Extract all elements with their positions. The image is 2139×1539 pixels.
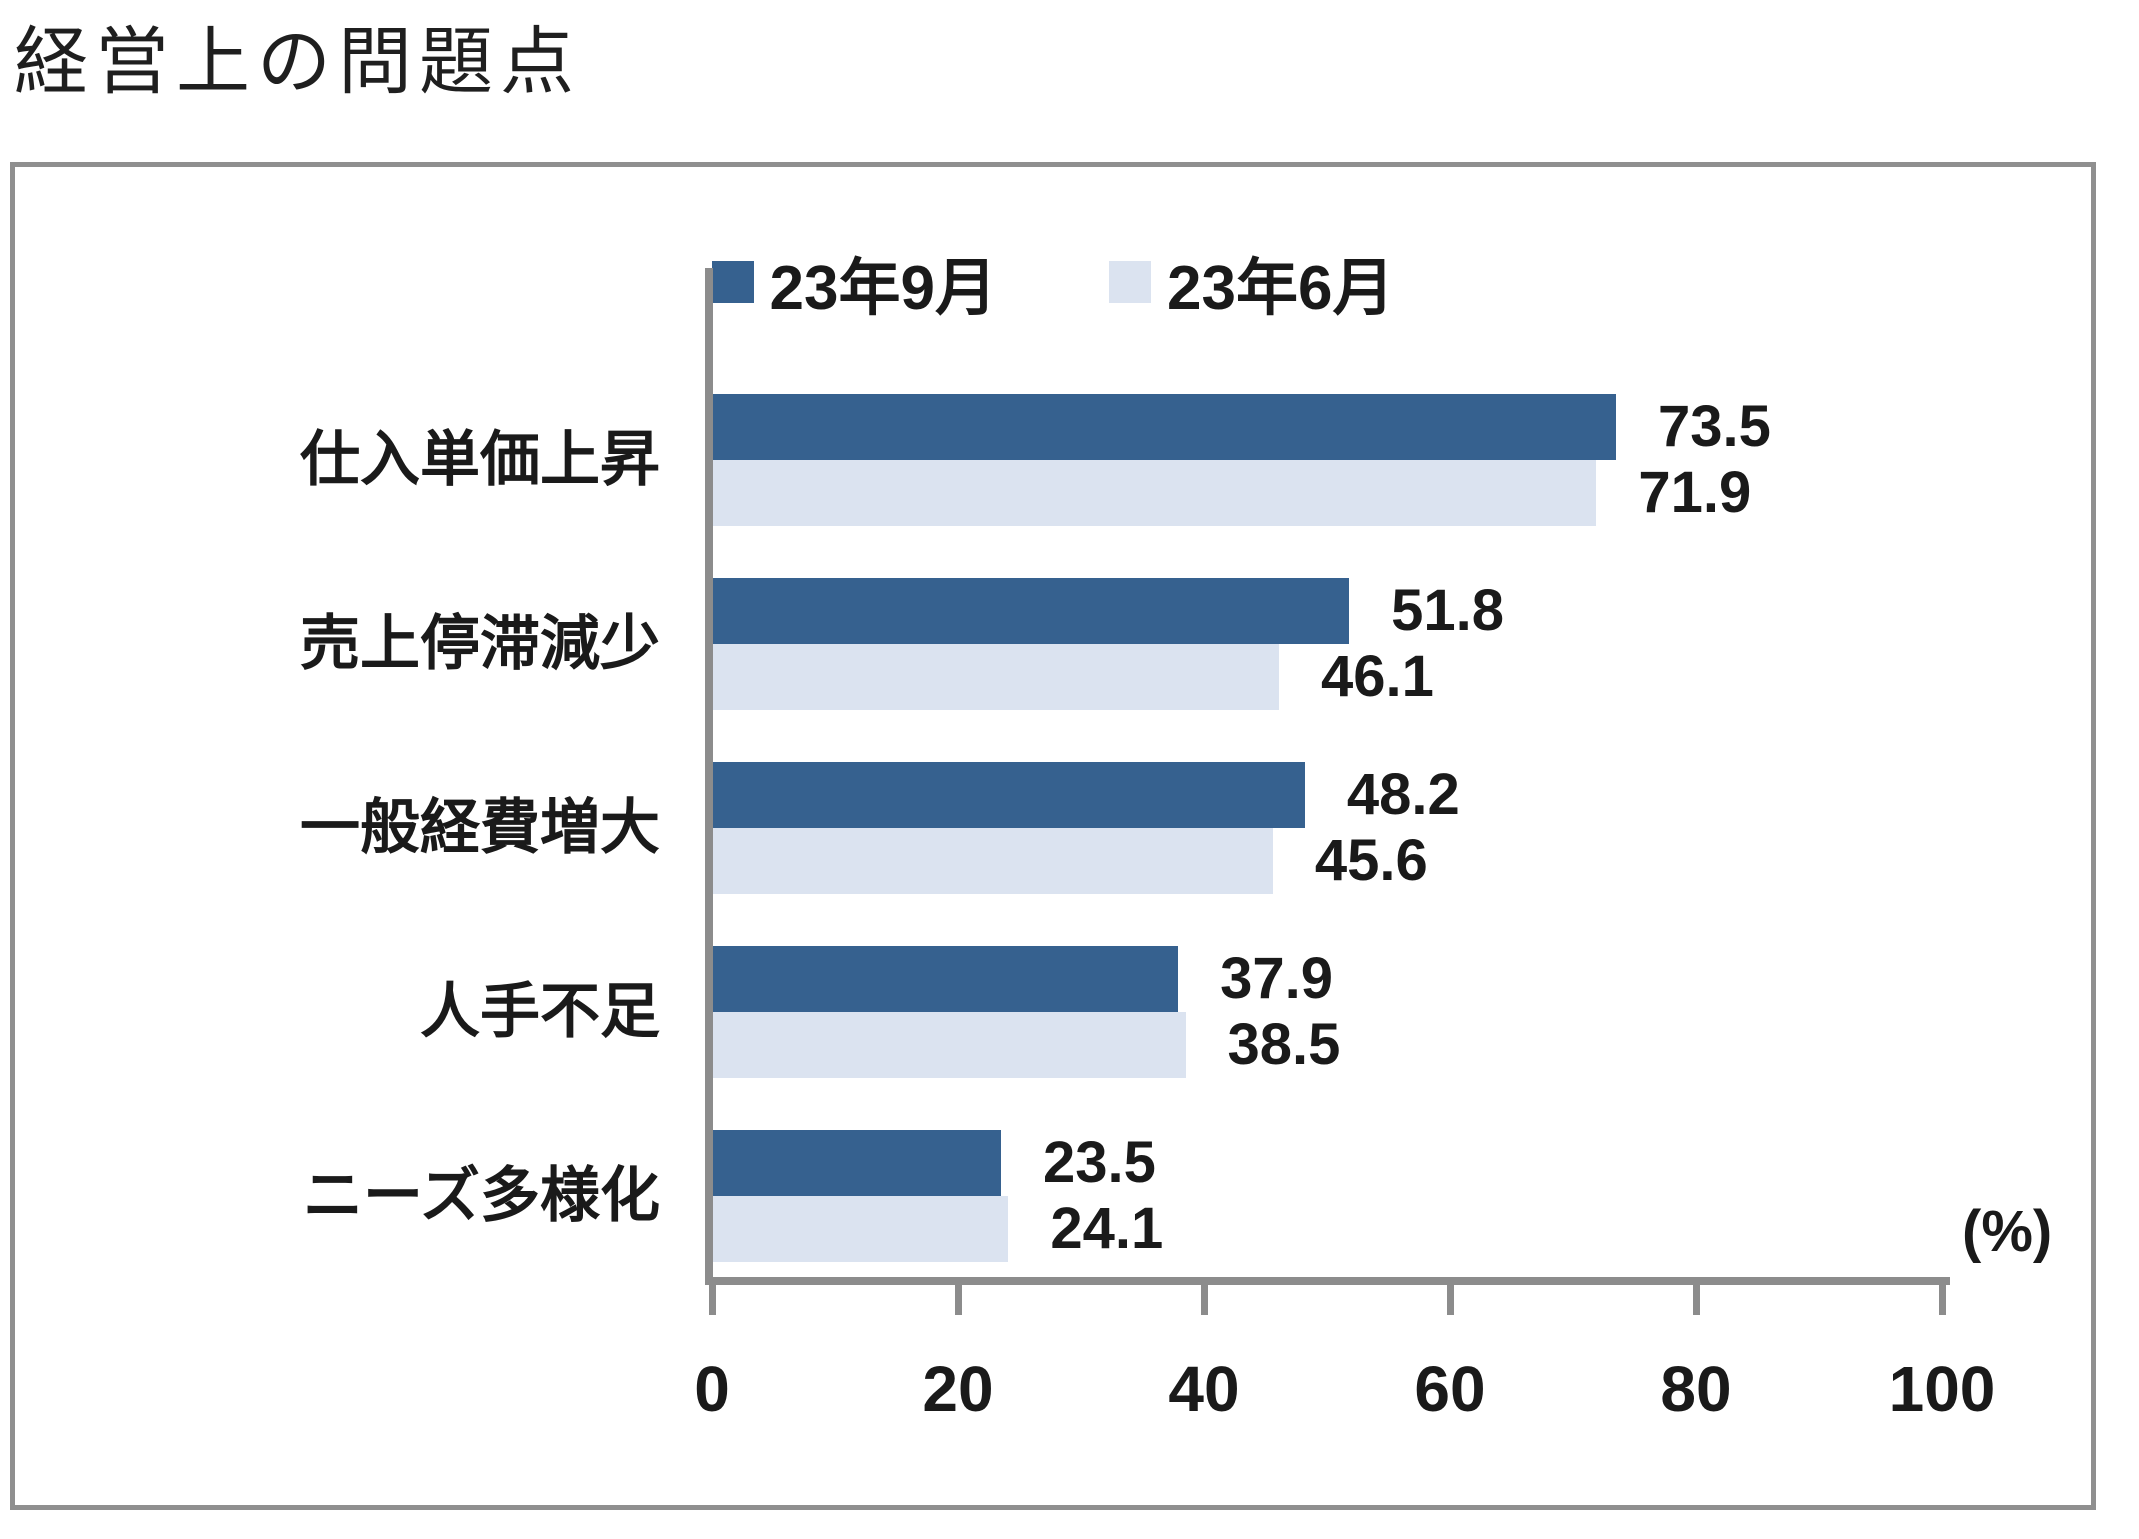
x-axis-tick	[1447, 1277, 1454, 1315]
bar-current	[712, 762, 1305, 828]
value-label: 23.5	[1043, 1130, 1156, 1195]
category-label: 売上停滞減少	[300, 610, 660, 677]
x-tick-label: 100	[1888, 1353, 1996, 1425]
legend-item: 23年9月	[711, 237, 997, 327]
x-tick-label: 80	[1660, 1353, 1732, 1425]
category-label: 仕入単価上昇	[300, 426, 660, 493]
chart-title: 経営上の問題点	[14, 20, 581, 103]
value-label: 24.1	[1050, 1196, 1164, 1261]
bar-previous	[712, 1012, 1186, 1078]
bar-previous	[712, 1196, 1009, 1262]
x-axis-tick	[1939, 1277, 1946, 1315]
value-label: 51.8	[1391, 578, 1505, 643]
x-tick-label: 60	[1414, 1353, 1486, 1425]
x-axis-tick	[709, 1277, 716, 1315]
value-label: 48.2	[1346, 762, 1460, 827]
category-label: 一般経費増大	[300, 794, 660, 861]
value-label: 38.5	[1227, 1012, 1341, 1077]
value-label: 73.5	[1658, 394, 1771, 459]
bar-current	[712, 578, 1350, 644]
value-label: 45.6	[1314, 828, 1428, 893]
category-label: 人手不足	[420, 978, 660, 1045]
legend-swatch-icon	[1109, 261, 1151, 303]
x-tick-label: 40	[1168, 1353, 1240, 1425]
legend-label: 23年9月	[769, 254, 997, 323]
bar-previous	[712, 644, 1280, 710]
bar-current	[712, 394, 1617, 460]
bar-current	[712, 946, 1179, 1012]
legend-item: 23年6月	[1109, 237, 1394, 327]
axis-unit-label: (%)	[1962, 1199, 2053, 1264]
category-label: ニーズ多様化	[303, 1162, 660, 1229]
value-label: 71.9	[1638, 460, 1752, 525]
bar-previous	[712, 460, 1597, 526]
legend-swatch-icon	[711, 261, 754, 303]
legend: 23年9月 23年6月	[10, 240, 2096, 324]
x-tick-label: 0	[694, 1353, 730, 1425]
bar-current	[712, 1130, 1002, 1196]
y-axis-line	[705, 268, 713, 1285]
x-axis-line	[705, 1277, 1950, 1285]
legend-label: 23年6月	[1167, 254, 1395, 323]
value-label: 37.9	[1220, 946, 1334, 1011]
value-label: 46.1	[1321, 644, 1434, 709]
x-axis-tick	[1693, 1277, 1700, 1315]
x-tick-label: 20	[922, 1353, 994, 1425]
x-axis-tick	[1201, 1277, 1208, 1315]
x-axis-tick	[955, 1277, 962, 1315]
bar-previous	[712, 828, 1273, 894]
